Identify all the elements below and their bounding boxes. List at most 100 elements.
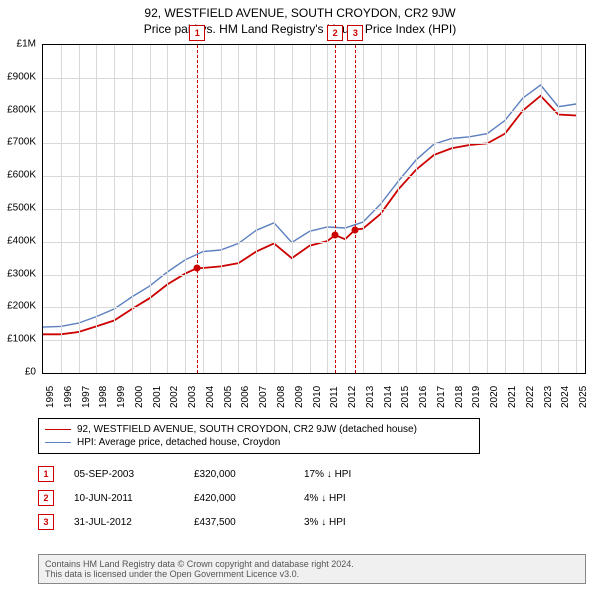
chart-legend: 92, WESTFIELD AVENUE, SOUTH CROYDON, CR2… <box>38 418 480 454</box>
y-tick-label: £200K <box>7 301 36 312</box>
x-tick-label: 2010 <box>312 386 323 408</box>
x-tick-label: 2017 <box>436 386 447 408</box>
grid-line-v <box>381 45 382 373</box>
grid-line-v <box>345 45 346 373</box>
grid-line-v <box>132 45 133 373</box>
marker-dot <box>332 232 339 239</box>
grid-line-h <box>43 340 585 341</box>
x-tick-label: 2000 <box>134 386 145 408</box>
x-tick-label: 2018 <box>454 386 465 408</box>
marker-table: 1 05-SEP-2003£320,00017% ↓ HPI 2 10-JUN-201… <box>38 462 414 534</box>
x-tick-label: 2019 <box>471 386 482 408</box>
marker-line <box>197 45 198 373</box>
page-title-2: Price paid vs. HM Land Registry's House … <box>0 20 600 40</box>
y-tick-label: £800K <box>7 104 36 115</box>
grid-line-h <box>43 209 585 210</box>
legend-label: 92, WESTFIELD AVENUE, SOUTH CROYDON, CR2… <box>77 424 417 435</box>
legend-row: HPI: Average price, detached house, Croy… <box>45 436 473 449</box>
grid-line-v <box>576 45 577 373</box>
marker-table-row: 1 05-SEP-2003£320,00017% ↓ HPI <box>38 462 414 486</box>
y-tick-label: £400K <box>7 235 36 246</box>
marker-dot <box>352 226 359 233</box>
marker-price: £420,000 <box>194 493 304 504</box>
marker-date: 05-SEP-2003 <box>74 469 194 480</box>
x-tick-label: 1998 <box>98 386 109 408</box>
x-tick-label: 2014 <box>383 386 394 408</box>
grid-line-v <box>487 45 488 373</box>
marker-line <box>355 45 356 373</box>
x-tick-label: 2025 <box>578 386 589 408</box>
grid-line-h <box>43 242 585 243</box>
x-tick-label: 2022 <box>525 386 536 408</box>
x-tick-label: 2016 <box>418 386 429 408</box>
grid-line-v <box>167 45 168 373</box>
page-title-1: 92, WESTFIELD AVENUE, SOUTH CROYDON, CR2… <box>0 0 600 20</box>
marker-diff: 17% ↓ HPI <box>304 469 414 480</box>
grid-line-v <box>221 45 222 373</box>
grid-line-v <box>185 45 186 373</box>
marker-date: 10-JUN-2011 <box>74 493 194 504</box>
marker-price: £320,000 <box>194 469 304 480</box>
grid-line-v <box>79 45 80 373</box>
marker-line <box>335 45 336 373</box>
grid-line-h <box>43 143 585 144</box>
chart-plot-area: 123 <box>42 44 586 374</box>
x-tick-label: 2021 <box>507 386 518 408</box>
y-tick-label: £500K <box>7 203 36 214</box>
grid-line-h <box>43 176 585 177</box>
x-tick-label: 1995 <box>45 386 56 408</box>
y-tick-label: £600K <box>7 170 36 181</box>
grid-line-v <box>292 45 293 373</box>
grid-line-v <box>541 45 542 373</box>
x-tick-label: 2015 <box>400 386 411 408</box>
x-tick-label: 2005 <box>223 386 234 408</box>
marker-box: 3 <box>38 514 54 530</box>
grid-line-v <box>452 45 453 373</box>
marker-box: 1 <box>189 25 205 41</box>
grid-line-v <box>61 45 62 373</box>
legend-row: 92, WESTFIELD AVENUE, SOUTH CROYDON, CR2… <box>45 423 473 436</box>
marker-box: 1 <box>38 466 54 482</box>
footer-line: Contains HM Land Registry data © Crown c… <box>45 559 579 569</box>
grid-line-v <box>327 45 328 373</box>
grid-line-h <box>43 275 585 276</box>
x-tick-label: 1997 <box>81 386 92 408</box>
y-tick-label: £1M <box>17 39 36 50</box>
footer-line: This data is licensed under the Open Gov… <box>45 569 579 579</box>
x-tick-label: 2008 <box>276 386 287 408</box>
x-tick-label: 2004 <box>205 386 216 408</box>
grid-line-v <box>310 45 311 373</box>
marker-box: 2 <box>38 490 54 506</box>
grid-line-v <box>434 45 435 373</box>
grid-line-v <box>203 45 204 373</box>
grid-line-v <box>150 45 151 373</box>
grid-line-h <box>43 307 585 308</box>
marker-table-row: 331-JUL-2012£437,5003% ↓ HPI <box>38 510 414 534</box>
grid-line-v <box>398 45 399 373</box>
grid-line-v <box>505 45 506 373</box>
x-tick-label: 2011 <box>329 386 340 408</box>
marker-table-row: 210-JUN-2011£420,0004% ↓ HPI <box>38 486 414 510</box>
grid-line-v <box>114 45 115 373</box>
y-tick-label: £300K <box>7 268 36 279</box>
x-tick-label: 2023 <box>543 386 554 408</box>
y-tick-label: £0 <box>25 367 36 378</box>
marker-box: 2 <box>327 25 343 41</box>
x-tick-label: 2006 <box>240 386 251 408</box>
x-tick-label: 2020 <box>489 386 500 408</box>
x-tick-label: 1996 <box>63 386 74 408</box>
grid-line-v <box>96 45 97 373</box>
marker-dot <box>194 265 201 272</box>
grid-line-v <box>416 45 417 373</box>
x-tick-label: 2003 <box>187 386 198 408</box>
marker-price: £437,500 <box>194 517 304 528</box>
grid-line-v <box>363 45 364 373</box>
grid-line-v <box>558 45 559 373</box>
grid-line-v <box>523 45 524 373</box>
x-tick-label: 2002 <box>169 386 180 408</box>
x-tick-label: 2012 <box>347 386 358 408</box>
x-tick-label: 1999 <box>116 386 127 408</box>
grid-line-v <box>469 45 470 373</box>
x-tick-label: 2013 <box>365 386 376 408</box>
grid-line-v <box>274 45 275 373</box>
